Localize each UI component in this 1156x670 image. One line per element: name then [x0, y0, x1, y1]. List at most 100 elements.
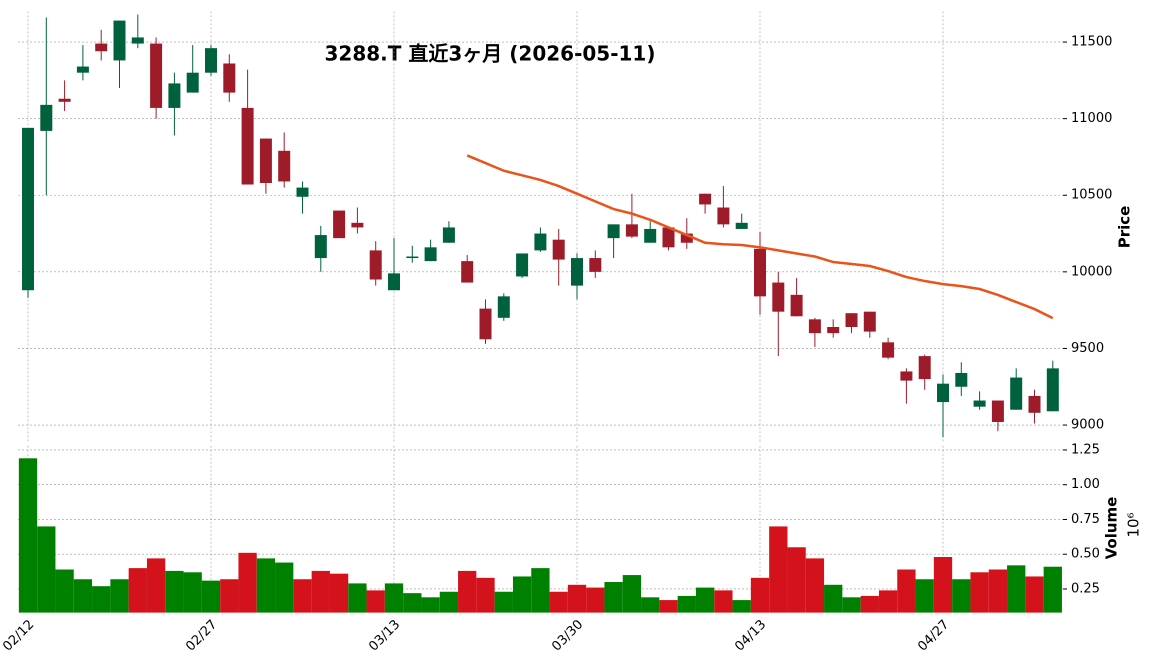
candle-body [790, 294, 803, 317]
volume-bar [897, 569, 916, 613]
price-axis-label: Price [1116, 206, 1134, 249]
candle-body [827, 326, 840, 334]
candle-body [314, 235, 327, 259]
y-tick-label: 9000 [1071, 418, 1104, 433]
candle-body [607, 224, 620, 239]
volume-bar [952, 579, 971, 613]
volume-axis-label: Volume [1103, 497, 1121, 560]
volume-bar [458, 570, 477, 613]
candle-body [516, 253, 529, 277]
candle-body [900, 371, 913, 381]
volume-bar [1025, 576, 1044, 613]
volume-bar [275, 562, 294, 613]
candle-body [644, 228, 657, 243]
volume-bar [933, 557, 953, 613]
candle-body [278, 150, 291, 182]
candle-body [168, 83, 181, 108]
volume-bar [860, 595, 879, 613]
candle-body [699, 193, 712, 205]
volume-bar [549, 591, 568, 613]
candle-body [40, 104, 53, 131]
candle-body [406, 256, 419, 259]
candle-body [754, 248, 766, 297]
volume-bar [293, 579, 312, 613]
volume-bar [146, 558, 166, 613]
candle-body [973, 400, 986, 407]
volume-offset-label: 10⁶ [1125, 512, 1143, 537]
candle-body [388, 273, 400, 291]
volume-bar [220, 579, 239, 613]
x-tick-label: 02/12 [0, 617, 37, 654]
y-tick-label: 11500 [1071, 35, 1112, 50]
candle-body [113, 20, 126, 61]
volume-bar [366, 590, 385, 613]
candle-body [845, 313, 858, 327]
volume-tick-label: 0.50 [1071, 547, 1100, 562]
volume-bar [659, 600, 678, 613]
candle-body [662, 227, 675, 248]
volume-bar [403, 593, 422, 613]
volume-bar [915, 579, 934, 613]
volume-bar [805, 558, 825, 613]
volume-bar [238, 552, 257, 613]
candle-body [461, 261, 474, 283]
x-tick-label: 03/30 [549, 617, 586, 654]
candle-body [680, 233, 693, 243]
candle-body [772, 282, 785, 312]
volume-bar [384, 583, 404, 613]
candle-body [497, 296, 510, 318]
x-tick-label: 02/27 [183, 617, 220, 654]
volume-bar [55, 569, 74, 613]
volume-bar [421, 597, 440, 613]
candle-body [95, 43, 108, 52]
candle-body [717, 207, 730, 225]
y-tick-label: 11000 [1071, 111, 1112, 126]
volume-bar [641, 597, 660, 613]
volume-bar [201, 580, 221, 613]
volume-bar [622, 575, 642, 613]
candle-body [735, 222, 748, 229]
volume-tick-label: 0.25 [1071, 581, 1100, 596]
candle-body [186, 72, 199, 93]
volume-bar [695, 587, 715, 613]
volume-bar [439, 591, 459, 613]
volume-bar [1007, 565, 1026, 613]
candle-body [918, 356, 931, 380]
candle-body [223, 63, 236, 93]
candle-body [241, 107, 254, 185]
volume-bar [256, 558, 276, 613]
chart-title: 3288.T 直近3ヶ月 (2026-05-11) [325, 42, 656, 66]
volume-bar [494, 591, 513, 613]
volume-bar [732, 600, 751, 613]
volume-tick-label: 1.25 [1071, 442, 1100, 457]
volume-bar [329, 573, 349, 613]
candle-body [76, 66, 89, 73]
candle-body [442, 227, 455, 243]
candle-body [589, 258, 602, 272]
candle-body [552, 239, 565, 260]
volume-bar [92, 586, 111, 613]
volume-bar [787, 547, 806, 613]
candle-body [479, 308, 492, 340]
volume-bar [512, 576, 532, 613]
candle-body [534, 233, 547, 251]
volume-bar [1043, 566, 1062, 613]
volume-bar [604, 582, 623, 613]
candle-body [863, 311, 876, 332]
candle-body [296, 187, 309, 197]
volume-tick-label: 0.75 [1071, 512, 1100, 527]
candle-body [955, 372, 968, 387]
volume-bar [878, 590, 898, 613]
candle-body [205, 48, 217, 73]
candle-body [333, 210, 346, 239]
volume-bar [311, 570, 330, 613]
candle-body [571, 258, 583, 286]
volume-bar [110, 579, 129, 613]
volume-bar [586, 587, 605, 613]
candle-body [424, 247, 437, 262]
candle-body [150, 43, 163, 108]
volume-bar [714, 590, 733, 613]
volume-bar [677, 595, 696, 613]
volume-bar [750, 577, 770, 613]
